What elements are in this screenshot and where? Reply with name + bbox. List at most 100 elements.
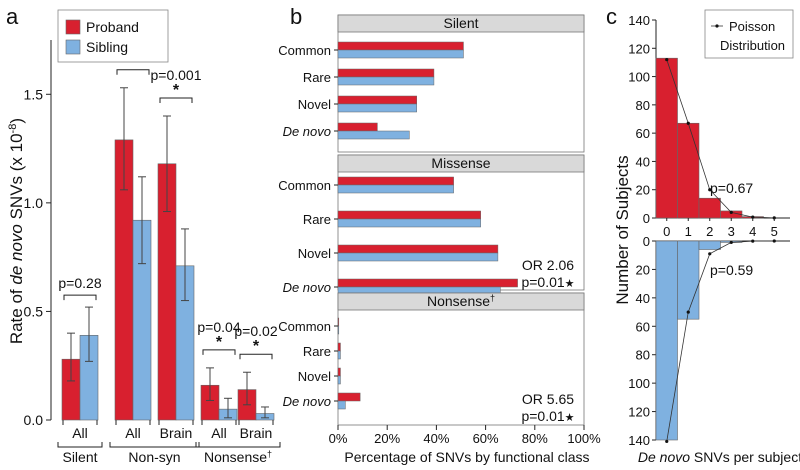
b-section-title: Silent bbox=[443, 15, 478, 31]
b-category-label: Rare bbox=[303, 344, 331, 359]
a-y-tick-label: 0.5 bbox=[24, 303, 44, 319]
a-significance-bracket bbox=[239, 353, 273, 360]
a-group-label: Nonsense† bbox=[204, 449, 272, 465]
c-x-label-part: SNVs per subject bbox=[690, 449, 800, 465]
a-y-axis-label: Rate of de novo SNVs (x 10-8) bbox=[7, 118, 26, 344]
c-y-axis-label: Number of Subjects bbox=[613, 155, 632, 304]
c-x-axis-label: De novo SNVs per subject bbox=[638, 449, 800, 465]
c-y-tick-label-top: 60 bbox=[636, 126, 650, 141]
a-legend-label: Proband bbox=[86, 19, 139, 35]
b-bar-proband bbox=[337, 176, 454, 186]
c-poisson-point-top bbox=[708, 188, 712, 192]
b-bar-proband bbox=[337, 317, 340, 327]
b-x-tick-label: 40% bbox=[423, 431, 449, 446]
b-section-frame bbox=[337, 292, 585, 426]
b-x-tick-label: 20% bbox=[374, 431, 400, 446]
b-bar-sibling bbox=[337, 218, 481, 228]
c-poisson-point-bottom bbox=[772, 239, 776, 243]
a-category-tick bbox=[62, 420, 98, 425]
a-significance-bracket bbox=[202, 349, 236, 355]
b-bar-sibling bbox=[337, 400, 346, 410]
a-legend-swatch-proband bbox=[65, 19, 81, 35]
panel-b: Silent Common Rare Novel De novo Missense Comm… bbox=[278, 14, 601, 465]
a-y-tick-label: 1.0 bbox=[24, 195, 44, 211]
a-significance-bracket bbox=[159, 97, 193, 103]
a-significance-star: * bbox=[253, 338, 260, 355]
c-x-tick-label: 4 bbox=[749, 224, 756, 239]
c-y-tick-label-bottom: 80 bbox=[636, 348, 650, 363]
b-bar-proband bbox=[337, 392, 361, 402]
b-p-value: p=0.01★ bbox=[521, 408, 574, 424]
c-poisson-point-bottom bbox=[686, 310, 690, 314]
c-x-label-part: De novo bbox=[638, 449, 690, 465]
c-x-tick-label: 1 bbox=[685, 224, 692, 239]
c-y-tick-label-bottom: 40 bbox=[636, 291, 650, 306]
c-x-tick-label: 2 bbox=[706, 224, 713, 239]
a-group-bracket bbox=[57, 442, 103, 448]
b-bar-proband bbox=[337, 95, 417, 105]
c-poisson-line-bottom bbox=[666, 240, 775, 442]
c-bar-proband bbox=[698, 197, 721, 219]
a-p-value: p=0.04 bbox=[197, 319, 240, 335]
b-category-label: Common bbox=[278, 178, 331, 193]
a-x-tick-label: All bbox=[72, 425, 88, 441]
c-poisson-point-bottom bbox=[751, 239, 755, 243]
c-poisson-point-top bbox=[751, 215, 755, 219]
b-bar-proband bbox=[337, 68, 435, 78]
a-x-tick-label: All bbox=[211, 425, 227, 441]
a-group-label: Non-syn bbox=[128, 449, 180, 465]
b-category-label: Novel bbox=[298, 97, 331, 112]
b-category-label: Rare bbox=[303, 70, 331, 85]
a-p-value: p=0.02 bbox=[234, 323, 277, 339]
c-y-tick-label-top: 80 bbox=[636, 98, 650, 113]
b-significance-star: ★ bbox=[565, 278, 575, 290]
b-bar-proband bbox=[337, 278, 518, 288]
c-y-tick-label-top: 120 bbox=[628, 41, 650, 56]
a-group-bracket bbox=[109, 442, 200, 448]
b-section-header bbox=[337, 292, 585, 311]
b-bar-proband bbox=[337, 122, 378, 132]
panel-label-c: c bbox=[606, 4, 617, 29]
c-y-tick-label-top: 0 bbox=[643, 211, 650, 226]
c-y-tick-label-top: 140 bbox=[628, 13, 650, 28]
a-y-tick-label: 1.5 bbox=[24, 86, 44, 102]
b-odds-ratio: OR 5.65 bbox=[522, 391, 574, 407]
c-y-tick-label-top: 40 bbox=[636, 154, 650, 169]
a-x-tick-label: All bbox=[125, 425, 141, 441]
a-significance-star: * bbox=[216, 334, 223, 351]
b-category-label: Common bbox=[278, 319, 331, 334]
b-category-label: Common bbox=[278, 43, 331, 58]
b-x-tick-label: 0% bbox=[329, 431, 348, 446]
b-bar-sibling bbox=[337, 76, 435, 86]
b-x-axis-label: Percentage of SNVs by functional class bbox=[344, 449, 589, 465]
a-category-tick bbox=[115, 420, 151, 425]
a-category-tick bbox=[238, 420, 274, 425]
c-x-tick-label: 3 bbox=[728, 224, 735, 239]
a-x-tick-label: Brain bbox=[160, 425, 193, 441]
c-p-value-proband: p=0.67 bbox=[710, 180, 753, 196]
a-p-value: p=0.001 bbox=[151, 67, 202, 83]
b-bar-sibling bbox=[337, 184, 454, 194]
panel-label-a: a bbox=[6, 4, 19, 29]
a-group-label: Silent bbox=[62, 449, 97, 465]
a-category-tick bbox=[158, 420, 194, 425]
c-legend-label: Poisson bbox=[729, 19, 775, 34]
c-y-tick-label-bottom: 140 bbox=[628, 433, 650, 448]
panel-a: 0.0 0.5 1.0 1.5 Rate of de novo SNVs (x 10-8… bbox=[7, 9, 281, 465]
c-legend-marker bbox=[715, 24, 719, 28]
b-bar-sibling bbox=[337, 350, 341, 360]
b-bar-sibling bbox=[337, 130, 410, 140]
b-section-header bbox=[337, 154, 585, 173]
c-y-tick-label-bottom: 100 bbox=[628, 376, 650, 391]
a-y-label-part: ) bbox=[7, 118, 26, 124]
b-bar-proband bbox=[337, 367, 341, 377]
b-bar-proband bbox=[337, 41, 464, 51]
c-legend-box bbox=[704, 9, 794, 59]
c-bar-sibling bbox=[698, 240, 721, 250]
a-significance-bracket bbox=[63, 294, 97, 301]
b-category-label: De novo bbox=[283, 124, 331, 139]
a-legend-label: Sibling bbox=[86, 39, 128, 55]
b-section-header bbox=[337, 14, 585, 33]
c-poisson-point-top bbox=[772, 216, 776, 220]
